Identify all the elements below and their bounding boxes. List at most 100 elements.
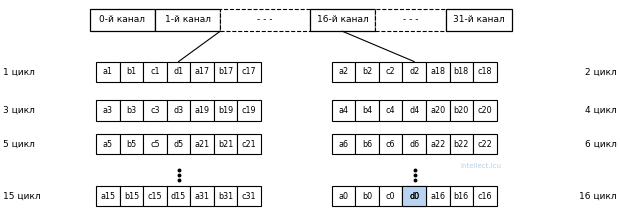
Bar <box>355 134 379 154</box>
Text: 1 цикл: 1 цикл <box>3 67 35 76</box>
Text: b21: b21 <box>218 140 233 149</box>
Text: a6: a6 <box>339 140 348 149</box>
Text: b19: b19 <box>218 106 233 115</box>
Bar <box>450 100 473 121</box>
Text: 16 цикл: 16 цикл <box>579 192 617 200</box>
Bar <box>332 100 355 121</box>
Bar <box>190 62 214 82</box>
Bar <box>143 100 167 121</box>
Text: a5: a5 <box>103 140 113 149</box>
Bar <box>167 100 190 121</box>
Text: b4: b4 <box>362 106 372 115</box>
Text: b16: b16 <box>454 192 469 200</box>
Bar <box>167 134 190 154</box>
Bar <box>450 62 473 82</box>
Text: c18: c18 <box>477 67 492 76</box>
Text: b5: b5 <box>126 140 136 149</box>
Bar <box>237 62 261 82</box>
Text: 1-й канал: 1-й канал <box>164 16 211 24</box>
Text: a18: a18 <box>430 67 445 76</box>
Text: a31: a31 <box>195 192 210 200</box>
Bar <box>332 134 355 154</box>
Text: 5 цикл: 5 цикл <box>3 140 35 149</box>
Text: c0: c0 <box>386 192 396 200</box>
Text: b18: b18 <box>454 67 469 76</box>
Text: 31-й канал: 31-й канал <box>453 16 505 24</box>
Bar <box>332 186 355 206</box>
Bar <box>214 62 237 82</box>
Text: c19: c19 <box>242 106 257 115</box>
Bar <box>450 186 473 206</box>
Text: d2: d2 <box>409 67 419 76</box>
Text: c20: c20 <box>477 106 492 115</box>
Text: a20: a20 <box>430 106 445 115</box>
Text: a21: a21 <box>195 140 210 149</box>
Text: b22: b22 <box>454 140 469 149</box>
Bar <box>190 100 214 121</box>
Text: d15: d15 <box>171 192 186 200</box>
Bar <box>143 186 167 206</box>
Text: a15: a15 <box>100 192 115 200</box>
Text: d1: d1 <box>174 67 184 76</box>
Text: - - -: - - - <box>403 16 418 24</box>
Bar <box>402 100 426 121</box>
Bar <box>426 186 450 206</box>
Text: 0-й канал: 0-й канал <box>99 16 146 24</box>
Bar <box>379 186 402 206</box>
Text: b17: b17 <box>218 67 233 76</box>
Text: c4: c4 <box>386 106 396 115</box>
Text: 16-й канал: 16-й канал <box>317 16 368 24</box>
Text: b15: b15 <box>124 192 139 200</box>
Text: c2: c2 <box>386 67 396 76</box>
Bar <box>96 62 120 82</box>
Text: c1: c1 <box>150 67 160 76</box>
Text: b20: b20 <box>454 106 469 115</box>
Text: 3 цикл: 3 цикл <box>3 106 35 115</box>
Bar <box>143 62 167 82</box>
Text: 4 цикл: 4 цикл <box>585 106 617 115</box>
Bar <box>143 134 167 154</box>
Bar <box>90 9 155 31</box>
Text: c17: c17 <box>242 67 257 76</box>
Bar <box>120 62 143 82</box>
Bar <box>237 134 261 154</box>
Text: c5: c5 <box>150 140 160 149</box>
Bar <box>450 134 473 154</box>
Bar <box>473 100 497 121</box>
Bar <box>310 9 375 31</box>
Bar <box>379 134 402 154</box>
Text: d3: d3 <box>174 106 184 115</box>
Bar <box>120 100 143 121</box>
Bar <box>379 62 402 82</box>
Text: c15: c15 <box>148 192 162 200</box>
Bar <box>426 100 450 121</box>
Text: c22: c22 <box>477 140 492 149</box>
Bar <box>375 9 446 31</box>
Bar <box>446 9 512 31</box>
Bar <box>96 100 120 121</box>
Text: d0: d0 <box>409 192 419 200</box>
Text: b6: b6 <box>362 140 372 149</box>
Bar <box>120 186 143 206</box>
Bar <box>402 134 426 154</box>
Bar <box>426 62 450 82</box>
Bar <box>120 134 143 154</box>
Text: a17: a17 <box>195 67 210 76</box>
Bar <box>402 186 426 206</box>
Text: - - -: - - - <box>257 16 273 24</box>
Text: 2 цикл: 2 цикл <box>585 67 617 76</box>
Text: c16: c16 <box>477 192 492 200</box>
Bar <box>96 186 120 206</box>
Bar <box>402 186 426 206</box>
Text: c6: c6 <box>386 140 396 149</box>
Bar <box>167 62 190 82</box>
Bar <box>237 186 261 206</box>
Bar <box>155 9 220 31</box>
Bar <box>190 134 214 154</box>
Bar <box>190 186 214 206</box>
Bar <box>426 134 450 154</box>
Text: a3: a3 <box>103 106 113 115</box>
Text: b31: b31 <box>218 192 233 200</box>
Text: c21: c21 <box>242 140 257 149</box>
Bar <box>473 134 497 154</box>
